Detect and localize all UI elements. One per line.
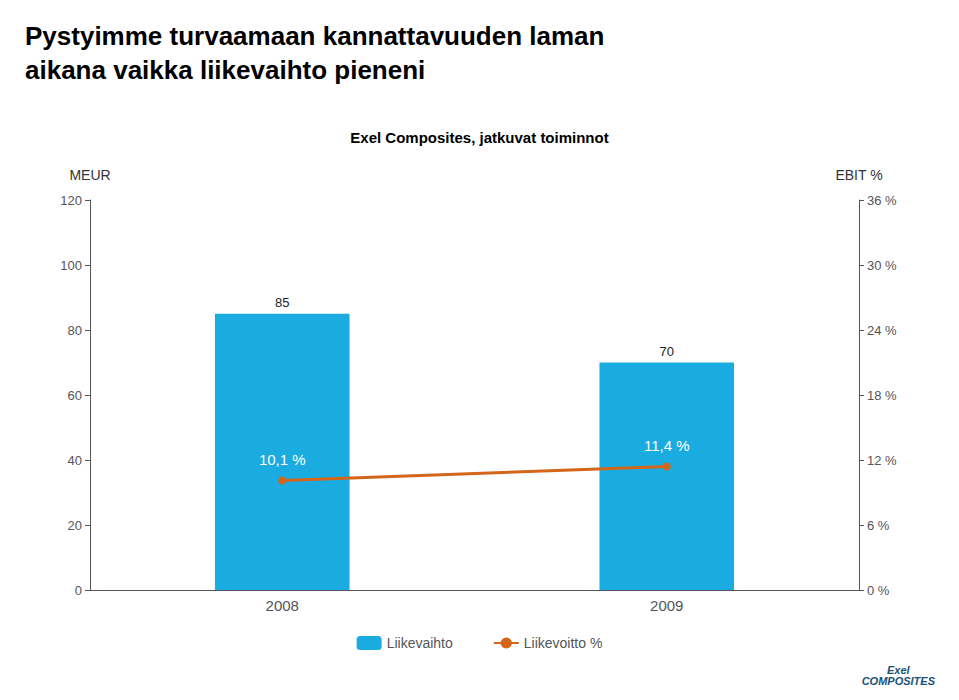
svg-text:2009: 2009	[650, 597, 683, 614]
svg-text:COMPOSITES: COMPOSITES	[862, 675, 936, 687]
svg-text:0 %: 0 %	[867, 583, 890, 598]
svg-text:100: 100	[60, 258, 82, 273]
svg-text:70: 70	[660, 344, 674, 359]
svg-text:20: 20	[68, 518, 82, 533]
svg-text:12 %: 12 %	[867, 453, 897, 468]
svg-text:EBIT %: EBIT %	[835, 167, 882, 183]
svg-text:6 %: 6 %	[867, 518, 890, 533]
svg-text:Liikevaihto: Liikevaihto	[387, 635, 453, 651]
svg-text:80: 80	[68, 323, 82, 338]
svg-text:Exel: Exel	[887, 663, 910, 676]
svg-text:10,1 %: 10,1 %	[259, 451, 306, 468]
svg-text:MEUR: MEUR	[69, 167, 110, 183]
svg-text:36 %: 36 %	[867, 193, 897, 208]
svg-text:Liikevoitto %: Liikevoitto %	[524, 635, 603, 651]
svg-text:30 %: 30 %	[867, 258, 897, 273]
svg-text:Exel Composites, jatkuvat toim: Exel Composites, jatkuvat toiminnot	[350, 129, 608, 146]
svg-text:18 %: 18 %	[867, 388, 897, 403]
svg-text:0: 0	[75, 583, 82, 598]
svg-text:120: 120	[60, 193, 82, 208]
svg-text:40: 40	[68, 453, 82, 468]
svg-text:aikana vaikka liikevaihto pien: aikana vaikka liikevaihto pieneni	[25, 55, 425, 85]
svg-text:24 %: 24 %	[867, 323, 897, 338]
svg-text:Pystyimme turvaamaan kannattav: Pystyimme turvaamaan kannattavuuden lama…	[25, 21, 604, 51]
svg-text:60: 60	[68, 388, 82, 403]
svg-text:2008: 2008	[266, 597, 299, 614]
svg-text:11,4 %: 11,4 %	[644, 437, 690, 454]
svg-text:85: 85	[275, 295, 289, 310]
